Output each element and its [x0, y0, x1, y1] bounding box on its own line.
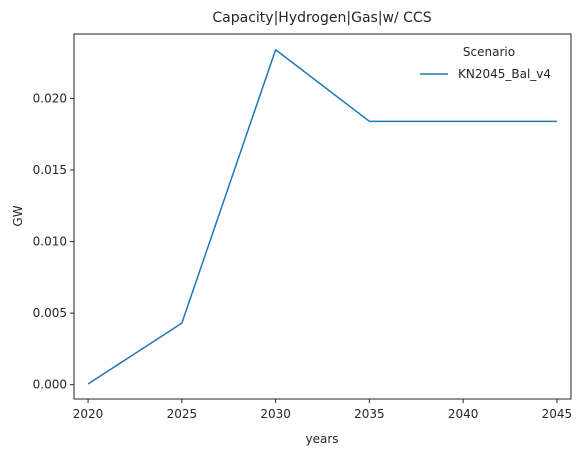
- y-tick-label: 0.010: [33, 235, 67, 249]
- legend-label: KN2045_Bal_v4: [458, 67, 551, 81]
- plot-area: [73, 33, 572, 400]
- series-line: [87, 48, 557, 385]
- y-tick-label: 0.000: [33, 378, 67, 392]
- x-tick-label: 2040: [448, 407, 479, 421]
- y-tick-label: 0.020: [33, 91, 67, 105]
- axes-frame: [73, 33, 572, 400]
- x-axis-label: years: [305, 432, 338, 446]
- y-axis: 0.000 0.005 0.010 0.015 0.020: [33, 91, 74, 392]
- x-tick-label: 2035: [354, 407, 385, 421]
- chart-title: Capacity|Hydrogen|Gas|w/ CCS: [212, 10, 431, 26]
- y-tick-label: 0.015: [33, 163, 67, 177]
- x-tick-label: 2020: [73, 407, 104, 421]
- series-layer: [87, 48, 557, 385]
- x-tick-label: 2045: [542, 407, 573, 421]
- x-axis: 2020 2025 2030 2035 2040 2045: [73, 399, 572, 421]
- x-tick-label: 2025: [167, 407, 198, 421]
- y-axis-label: GW: [11, 205, 25, 226]
- x-tick-label: 2030: [260, 407, 291, 421]
- legend-title: Scenario: [463, 45, 515, 59]
- y-tick-label: 0.005: [33, 306, 67, 320]
- legend: Scenario KN2045_Bal_v4: [420, 45, 551, 81]
